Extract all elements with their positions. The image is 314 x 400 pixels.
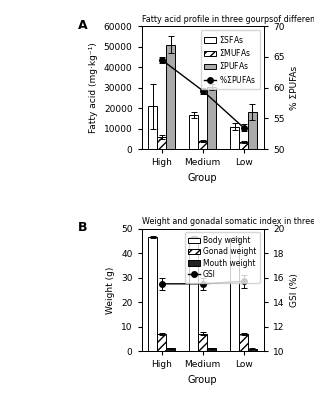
Bar xyxy=(198,334,207,352)
Text: A: A xyxy=(78,19,88,32)
Bar xyxy=(149,106,157,149)
Bar xyxy=(239,334,248,352)
Y-axis label: % ΣPUFAs: % ΣPUFAs xyxy=(290,66,299,110)
Bar xyxy=(149,237,157,352)
Bar xyxy=(166,348,176,352)
Bar xyxy=(207,348,216,352)
Bar xyxy=(239,142,248,149)
Bar xyxy=(189,115,198,149)
Bar xyxy=(189,237,198,352)
Bar xyxy=(248,112,257,149)
Bar xyxy=(166,44,176,149)
Y-axis label: GSI (%): GSI (%) xyxy=(290,273,299,307)
Text: Fatty acid profile in three gourpsof different PUFA concentration: Fatty acid profile in three gourpsof dif… xyxy=(142,15,314,24)
Legend: Body weight, Gonad weight, Mouth weight, GSI: Body weight, Gonad weight, Mouth weight,… xyxy=(185,232,260,283)
Bar xyxy=(157,334,166,352)
Y-axis label: Weight (g): Weight (g) xyxy=(106,266,116,314)
Y-axis label: Fatty acid (mg·kg⁻¹): Fatty acid (mg·kg⁻¹) xyxy=(89,42,98,133)
Bar xyxy=(157,137,166,149)
Bar xyxy=(230,238,239,352)
Text: B: B xyxy=(78,221,87,234)
X-axis label: Group: Group xyxy=(188,173,218,183)
Bar xyxy=(207,86,216,149)
X-axis label: Group: Group xyxy=(188,375,218,385)
Legend: $\Sigma$SFAs, $\Sigma$MUFAs, $\Sigma$PUFAs, %$\Sigma$PUFAs: $\Sigma$SFAs, $\Sigma$MUFAs, $\Sigma$PUF… xyxy=(201,30,260,88)
Bar xyxy=(230,126,239,149)
Bar xyxy=(248,349,257,352)
Text: Weight and gonadal somatic index in three groupsof different PUFA concentration: Weight and gonadal somatic index in thre… xyxy=(142,217,314,226)
Bar xyxy=(198,141,207,149)
